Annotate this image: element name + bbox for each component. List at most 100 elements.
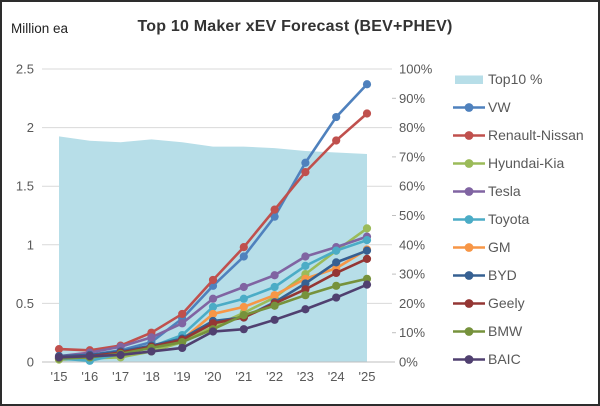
- data-point-vw: [332, 112, 341, 122]
- data-point-tesla: [208, 294, 218, 303]
- data-point-baic: [332, 293, 341, 302]
- right-axis-tick-label: 80%: [399, 120, 425, 135]
- x-axis-tick-label: '21: [235, 369, 252, 384]
- data-point-bmw: [239, 311, 248, 320]
- data-point-bmw: [270, 301, 279, 310]
- legend-label: BAIC: [488, 351, 521, 367]
- legend-label: Geely: [488, 295, 525, 311]
- data-point-baic: [239, 325, 248, 334]
- legend-label: Tesla: [488, 183, 521, 199]
- left-axis-tick-label: 0.5: [16, 296, 34, 311]
- legend-item-bmw: BMW: [453, 317, 584, 345]
- x-axis-tick-label: '15: [51, 369, 68, 384]
- data-point-renault-nissan: [270, 205, 279, 214]
- data-point-renault-nissan: [301, 168, 310, 177]
- right-axis-tick-label: 60%: [399, 179, 425, 194]
- legend-line-marker-icon: [453, 158, 485, 168]
- data-point-tesla: [147, 333, 156, 342]
- right-axis-tick-label: 30%: [399, 267, 425, 282]
- legend-item-gm: GM: [453, 233, 584, 261]
- legend-item-tesla: Tesla: [453, 177, 584, 205]
- right-axis-tick-label: 0%: [399, 355, 418, 370]
- legend-line-marker-icon: [453, 354, 485, 364]
- x-axis-tick-label: '23: [297, 369, 314, 384]
- legend-label: VW: [488, 99, 511, 115]
- left-axis-tick-label: 2: [27, 120, 34, 135]
- data-point-geely: [362, 254, 372, 263]
- data-point-geely: [332, 268, 341, 278]
- x-axis-tick-label: '19: [174, 369, 191, 384]
- legend-line-marker-icon: [453, 130, 485, 140]
- data-point-byd: [332, 258, 341, 267]
- legend-item-byd: BYD: [453, 261, 584, 289]
- legend-line-marker-icon: [453, 242, 485, 252]
- legend-line-marker-icon: [453, 186, 485, 196]
- data-point-baic: [85, 352, 94, 361]
- legend-item-geely: Geely: [453, 289, 584, 317]
- legend-item-baic: BAIC: [453, 345, 584, 373]
- data-point-baic: [147, 347, 156, 356]
- data-point-toyota: [208, 302, 218, 312]
- chart-title: Top 10 Maker xEV Forecast (BEV+PHEV): [137, 18, 453, 35]
- data-point-geely: [301, 285, 310, 294]
- data-point-tesla: [178, 319, 187, 328]
- data-point-bmw: [301, 291, 310, 300]
- legend-area-swatch: [455, 75, 483, 84]
- legend-label: GM: [488, 239, 511, 255]
- x-axis-tick-label: '24: [328, 369, 345, 384]
- data-point-toyota: [332, 246, 341, 255]
- x-axis-tick-label: '16: [81, 369, 98, 384]
- x-axis-tick-label: '20: [205, 369, 222, 384]
- data-point-hyundai-kia: [362, 224, 372, 233]
- data-point-bmw: [362, 274, 372, 283]
- data-point-toyota: [362, 236, 372, 245]
- data-point-baic: [362, 280, 372, 289]
- right-axis-tick-label: 70%: [399, 149, 425, 164]
- data-point-vw: [301, 158, 310, 167]
- data-point-byd: [362, 246, 372, 255]
- data-point-byd: [301, 279, 310, 288]
- data-point-renault-nissan: [239, 243, 248, 252]
- legend-item-toyota: Toyota: [453, 205, 584, 233]
- data-point-tesla: [239, 282, 248, 292]
- legend-label: Renault-Nissan: [488, 127, 584, 143]
- data-point-geely: [208, 319, 218, 328]
- data-point-vw: [362, 80, 372, 89]
- legend-label: BMW: [488, 323, 523, 339]
- legend-label: BYD: [488, 267, 517, 283]
- legend-line-marker-icon: [453, 326, 485, 336]
- legend-item-vw: VW: [453, 93, 584, 121]
- data-point-toyota: [239, 294, 248, 303]
- data-point-baic: [178, 343, 187, 353]
- legend-item-top10-: Top10 %: [453, 65, 584, 93]
- legend-item-hyundai-kia: Hyundai-Kia: [453, 149, 584, 177]
- right-axis-tick-label: 20%: [399, 296, 425, 311]
- legend-item-renault-nissan: Renault-Nissan: [453, 121, 584, 149]
- right-axis-tick-label: 100%: [399, 62, 433, 77]
- right-axis-tick-label: 10%: [399, 325, 425, 340]
- data-point-bmw: [332, 281, 341, 290]
- data-point-baic: [301, 305, 310, 314]
- data-point-baic: [116, 350, 125, 360]
- chart-legend: Top10 % VW Renault-Nissan Hyundai-Kia Tesla T…: [453, 65, 584, 373]
- data-point-bmw: [178, 337, 187, 347]
- data-point-toyota: [270, 282, 279, 292]
- data-point-vw: [270, 212, 279, 221]
- data-point-baic: [54, 353, 64, 362]
- data-point-baic: [270, 315, 279, 324]
- data-point-renault-nissan: [178, 309, 187, 319]
- data-point-gm: [270, 291, 279, 300]
- right-axis-tick-label: 50%: [399, 208, 425, 223]
- data-point-renault-nissan: [208, 275, 218, 285]
- data-point-renault-nissan: [54, 345, 64, 354]
- data-point-renault-nissan: [362, 109, 372, 118]
- data-point-renault-nissan: [332, 136, 341, 145]
- legend-label: Top10 %: [488, 71, 543, 87]
- data-point-vw: [239, 252, 248, 261]
- data-point-gm: [208, 309, 218, 319]
- data-point-gm: [239, 302, 248, 312]
- x-axis-tick-label: '22: [266, 369, 283, 384]
- left-axis-tick-label: 2.5: [16, 62, 34, 77]
